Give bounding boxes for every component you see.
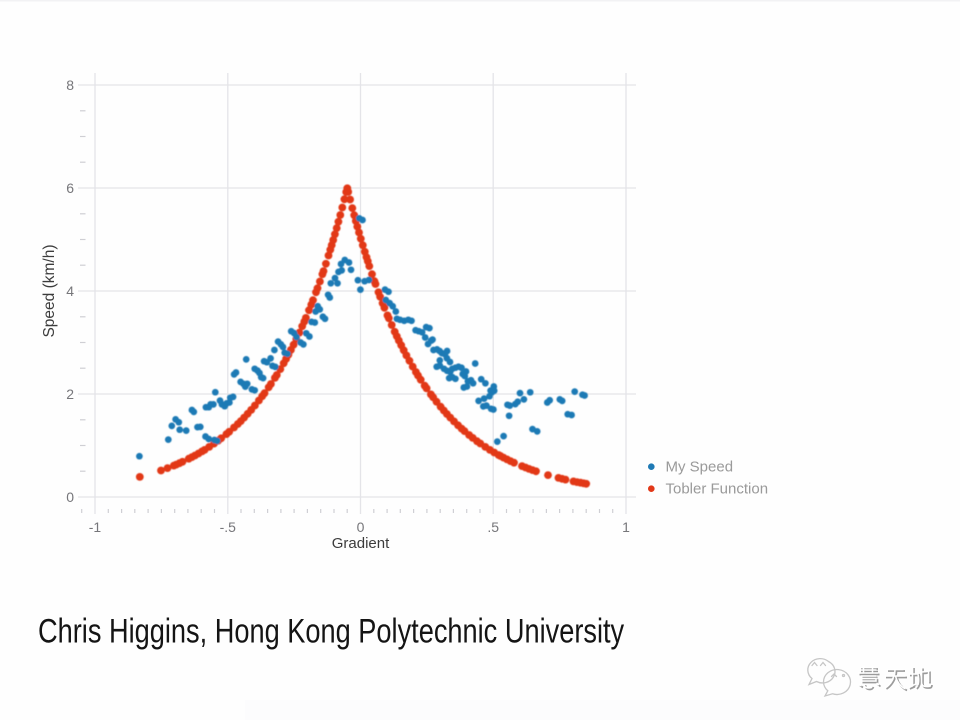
svg-text:0: 0: [66, 489, 74, 505]
svg-text:Chris Higgins, Hong Kong Polyt: Chris Higgins, Hong Kong Polytechnic Uni…: [38, 612, 625, 651]
svg-text:8: 8: [66, 77, 74, 93]
svg-text:-.5: -.5: [220, 519, 237, 535]
svg-text:-1: -1: [89, 519, 102, 535]
svg-text:Speed (km/h): Speed (km/h): [41, 244, 58, 337]
svg-text:Gradient: Gradient: [332, 535, 390, 552]
svg-text:.5: .5: [487, 519, 499, 535]
svg-text:My Speed: My Speed: [666, 459, 734, 476]
svg-text:Tobler Function: Tobler Function: [666, 481, 769, 498]
svg-text:0: 0: [357, 519, 365, 535]
svg-text:4: 4: [66, 283, 74, 299]
svg-text:2: 2: [66, 386, 74, 402]
svg-text:6: 6: [66, 180, 74, 196]
svg-text:1: 1: [622, 519, 630, 535]
